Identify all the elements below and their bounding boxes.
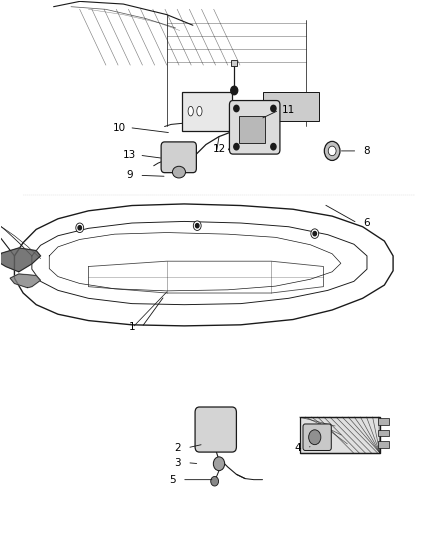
Ellipse shape: [173, 166, 185, 178]
Polygon shape: [10, 274, 41, 288]
Text: 4: 4: [294, 443, 300, 453]
Circle shape: [309, 430, 321, 445]
FancyBboxPatch shape: [161, 142, 196, 173]
Circle shape: [271, 106, 276, 112]
Bar: [262, 92, 319, 120]
Bar: [378, 418, 389, 424]
Circle shape: [211, 477, 219, 486]
Text: 13: 13: [123, 150, 136, 160]
Text: 12: 12: [212, 144, 226, 154]
Bar: [182, 92, 232, 131]
Text: 10: 10: [113, 123, 126, 133]
Circle shape: [324, 141, 340, 160]
Bar: [300, 417, 380, 453]
Text: 8: 8: [364, 146, 370, 156]
Text: 9: 9: [127, 171, 133, 180]
Bar: [378, 441, 389, 448]
Text: 2: 2: [174, 443, 181, 453]
Bar: [231, 60, 237, 66]
Bar: [239, 116, 265, 143]
Polygon shape: [0, 248, 41, 272]
FancyBboxPatch shape: [230, 101, 280, 154]
Circle shape: [78, 225, 81, 230]
Ellipse shape: [197, 107, 202, 116]
Text: 3: 3: [174, 458, 181, 467]
Circle shape: [234, 106, 239, 112]
Text: 11: 11: [282, 105, 295, 115]
Text: 1: 1: [129, 322, 135, 333]
Text: 5: 5: [169, 475, 176, 484]
Circle shape: [195, 223, 199, 228]
Circle shape: [76, 223, 84, 232]
Circle shape: [271, 143, 276, 150]
FancyBboxPatch shape: [303, 424, 331, 450]
Bar: [378, 430, 389, 436]
Circle shape: [311, 229, 319, 238]
Circle shape: [328, 146, 336, 156]
Circle shape: [213, 457, 225, 471]
FancyBboxPatch shape: [195, 407, 237, 452]
Text: 6: 6: [364, 218, 370, 228]
Circle shape: [193, 221, 201, 230]
Circle shape: [313, 231, 317, 236]
Ellipse shape: [188, 107, 193, 116]
Circle shape: [234, 143, 239, 150]
Circle shape: [231, 86, 238, 95]
